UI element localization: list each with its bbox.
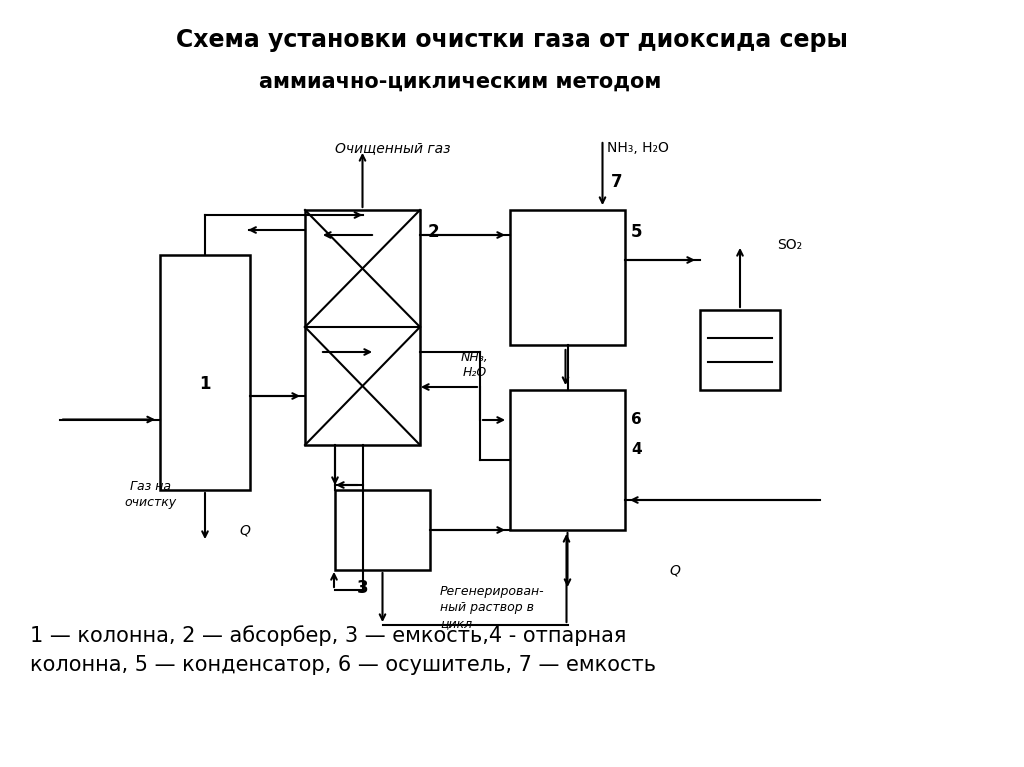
Text: Схема установки очистки газа от диоксида серы: Схема установки очистки газа от диоксида… [176,28,848,52]
Text: 2: 2 [428,223,439,241]
Text: 6: 6 [631,413,642,427]
Text: Q: Q [240,523,251,537]
Bar [305,210,420,445]
Text: SO₂: SO₂ [777,238,803,252]
Text: 7: 7 [611,173,623,191]
Bar [510,210,625,345]
Bar [335,490,430,570]
Text: Регенерирован-
ный раствор в
цикл: Регенерирован- ный раствор в цикл [440,585,545,630]
Text: 3: 3 [356,579,369,597]
Text: 1 — колонна, 2 — абсорбер, 3 — емкость,4 - отпарная
колонна, 5 — конденсатор, 6 : 1 — колонна, 2 — абсорбер, 3 — емкость,4… [30,625,656,676]
Text: Газ на
очистку: Газ на очистку [124,480,176,509]
Bar [510,390,625,530]
Text: 1: 1 [200,375,211,393]
Text: Q: Q [670,563,680,577]
Text: 4: 4 [631,443,642,457]
Text: аммиачно-циклическим методом: аммиачно-циклическим методом [259,72,662,92]
Text: 5: 5 [631,223,642,241]
Text: NH₃,
H₂O: NH₃, H₂O [461,351,488,380]
Text: NH₃, H₂O: NH₃, H₂O [606,141,669,155]
Bar [160,255,250,490]
Bar [700,310,780,390]
Text: Очищенный газ: Очищенный газ [335,141,451,155]
